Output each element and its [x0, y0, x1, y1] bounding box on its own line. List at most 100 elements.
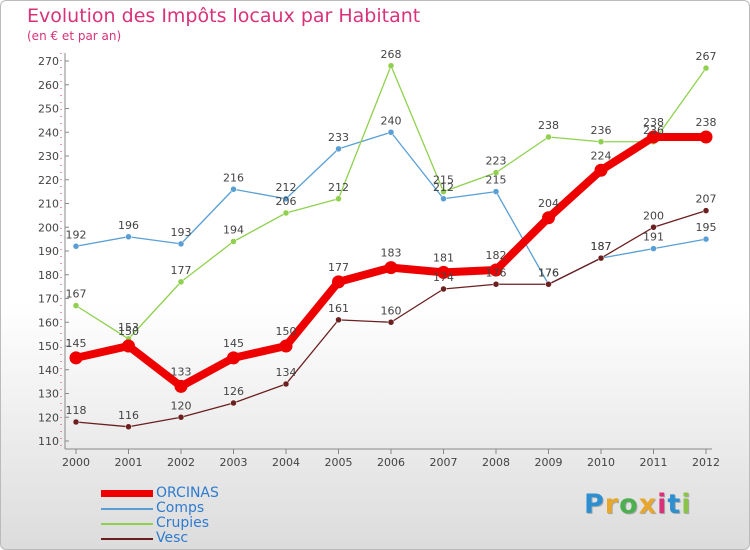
data-label-orcinas: 204: [538, 197, 559, 210]
data-point-crupies: [440, 188, 447, 195]
data-label-orcinas: 183: [381, 247, 402, 260]
data-label-comps: 212: [276, 181, 297, 194]
y-tick-label: 240: [38, 126, 59, 139]
data-point-crupies: [335, 195, 342, 202]
legend-swatch-vesc: [101, 538, 153, 540]
logo-letter: r: [604, 489, 620, 520]
data-point-comps: [387, 129, 395, 136]
data-point-vesc: [387, 319, 395, 326]
data-point-vesc: [702, 207, 710, 214]
y-tick-label: 200: [38, 221, 59, 234]
x-tick-label: 2012: [692, 456, 720, 469]
proxiti-logo: Proxiti: [584, 489, 692, 520]
data-point-comps: [440, 195, 447, 202]
data-point-vesc: [492, 281, 500, 288]
y-tick-label: 190: [38, 245, 59, 258]
y-tick-label: 270: [38, 55, 59, 68]
data-label-vesc: 134: [276, 366, 297, 379]
data-point-vesc: [72, 418, 80, 426]
data-point-orcinas: [489, 263, 503, 277]
legend-swatch-comps: [101, 508, 153, 510]
data-point-crupies: [387, 62, 395, 69]
x-tick-label: 2002: [167, 456, 195, 469]
data-label-comps: 187: [591, 240, 612, 253]
data-point-comps: [702, 235, 710, 243]
data-point-orcinas: [542, 211, 555, 225]
y-tick-label: 110: [38, 435, 59, 448]
data-point-orcinas: [647, 130, 660, 144]
data-point-comps: [72, 243, 80, 250]
data-point-vesc: [335, 316, 342, 324]
chart-subtitle: (en € et par an): [27, 29, 122, 43]
legend-swatch-orcinas: [101, 490, 153, 497]
data-label-comps: 233: [328, 131, 349, 144]
y-tick-label: 180: [38, 269, 59, 282]
data-point-comps: [492, 188, 500, 195]
chart-series: [69, 62, 713, 430]
x-tick-label: 2010: [587, 456, 615, 469]
data-label-vesc: 126: [223, 385, 244, 398]
data-label-comps: 216: [223, 171, 244, 184]
data-label-comps: 193: [171, 226, 192, 239]
data-label-vesc: 120: [171, 399, 192, 412]
logo-letter: t: [667, 489, 682, 520]
legend-label-comps: Comps: [156, 500, 205, 516]
data-label-orcinas: 150: [276, 325, 297, 338]
data-point-crupies: [177, 278, 185, 286]
data-label-crupies: 236: [643, 124, 664, 137]
y-tick-label: 140: [38, 364, 59, 377]
data-point-comps: [282, 195, 290, 202]
logo-letter: P: [584, 489, 605, 520]
data-label-orcinas: 181: [433, 251, 454, 264]
data-label-orcinas: 224: [591, 149, 612, 162]
data-point-crupies: [230, 238, 237, 245]
logo-letter: i: [657, 489, 668, 520]
x-tick-label: 2001: [115, 456, 143, 469]
data-label-comps: 191: [643, 231, 664, 244]
data-label-vesc: 187: [591, 240, 612, 253]
series-line-crupies: [75, 65, 707, 340]
data-point-orcinas: [69, 351, 83, 365]
data-point-crupies: [282, 209, 290, 217]
data-point-vesc: [650, 224, 657, 231]
x-tick-label: 2011: [640, 456, 668, 469]
y-tick-label: 230: [38, 150, 59, 163]
data-point-vesc: [125, 423, 132, 430]
logo-letter: o: [619, 489, 639, 520]
y-tick-label: 160: [38, 316, 59, 329]
data-label-crupies: 267: [696, 50, 717, 63]
data-label-comps: 195: [696, 221, 717, 234]
data-label-orcinas: 177: [328, 261, 349, 274]
x-tick-label: 2007: [430, 456, 458, 469]
x-tick-label: 2008: [482, 456, 510, 469]
data-point-orcinas: [174, 379, 188, 393]
data-point-vesc: [230, 399, 237, 407]
data-point-comps: [335, 145, 342, 153]
x-tick-label: 2005: [325, 456, 353, 469]
data-label-crupies: 223: [486, 155, 507, 168]
data-point-orcinas: [279, 339, 293, 353]
y-tick-label: 260: [38, 79, 59, 92]
data-point-vesc: [177, 414, 185, 421]
data-label-orcinas: 145: [223, 337, 244, 350]
data-label-comps: 215: [486, 174, 507, 187]
data-label-comps: 240: [381, 114, 402, 127]
data-label-crupies: 167: [66, 288, 87, 301]
logo-letter: x: [638, 489, 658, 520]
data-label-orcinas: 182: [486, 249, 507, 262]
data-label-crupies: 194: [223, 224, 244, 237]
data-label-comps: 192: [66, 228, 87, 241]
y-tick-label: 250: [38, 103, 59, 116]
x-tick-label: 2004: [272, 456, 300, 469]
logo-letter: i: [681, 489, 692, 520]
data-label-orcinas: 150: [118, 325, 139, 338]
data-point-orcinas: [122, 339, 135, 353]
data-point-orcinas: [594, 163, 608, 177]
data-point-orcinas: [437, 265, 450, 279]
y-tick-label: 150: [38, 340, 59, 353]
data-label-comps: 196: [118, 219, 139, 232]
data-label-orcinas: 133: [171, 365, 192, 378]
data-label-vesc: 207: [696, 193, 717, 206]
data-label-vesc: 161: [328, 302, 349, 315]
